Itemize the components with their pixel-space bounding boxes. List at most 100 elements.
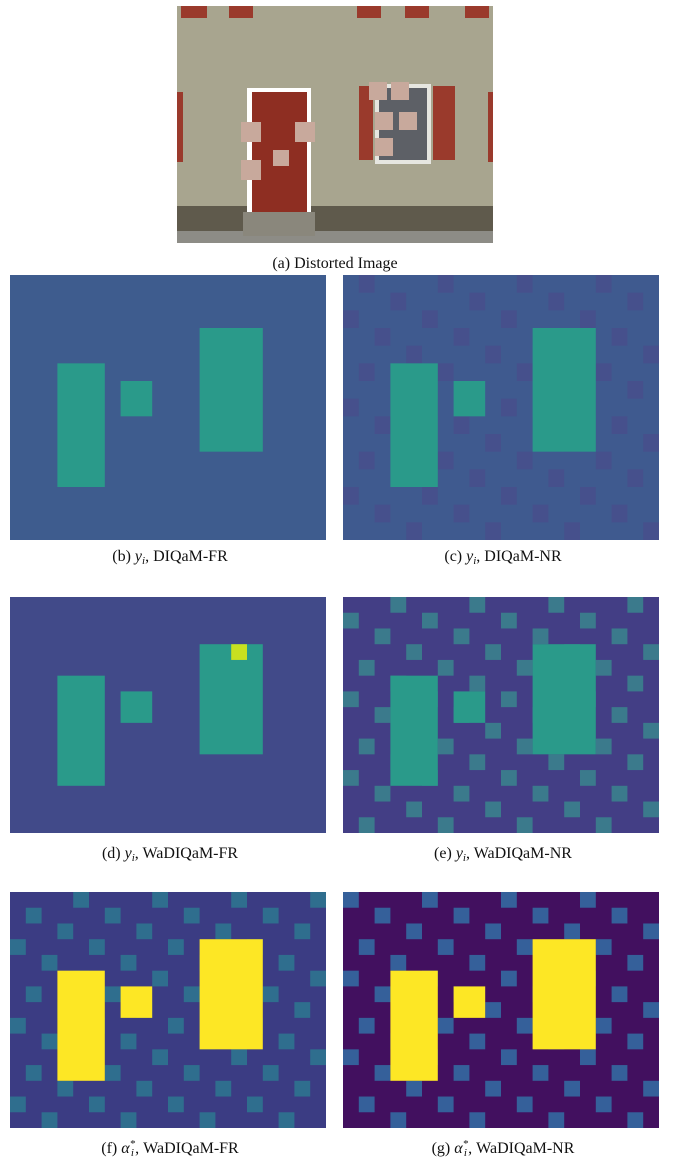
- heatmap-cell: [374, 707, 391, 723]
- heatmap: [343, 597, 659, 833]
- heatmap-cell: [310, 892, 326, 908]
- heatmap-cell: [516, 1017, 533, 1034]
- heatmap-cell: [294, 923, 311, 940]
- heatmap-cell: [485, 345, 501, 364]
- heatmap-cell: [580, 487, 596, 505]
- heatmap-cell: [485, 801, 501, 818]
- heatmap-cell: [501, 691, 517, 708]
- heatmap-blob: [390, 675, 438, 786]
- heatmap-cell: [643, 345, 659, 364]
- heatmap-cell: [374, 986, 391, 1003]
- heatmap-cell: [532, 628, 549, 645]
- heatmap-cell: [643, 801, 659, 818]
- heatmap-blob: [453, 691, 486, 723]
- heatmap-cell: [501, 892, 517, 908]
- caption-symbol: y: [455, 845, 463, 862]
- heatmap-cell: [548, 597, 565, 613]
- heatmap-cell: [627, 292, 644, 311]
- heatmap-cell: [390, 954, 407, 971]
- caption: (b) y i, DIQaM-FR: [0, 548, 340, 567]
- heatmap-cell: [548, 1112, 565, 1128]
- caption-sub: i: [473, 555, 477, 568]
- heatmap-cell: [183, 986, 200, 1003]
- caption-symbol: α: [121, 1140, 130, 1157]
- caption: (e) y i, WaDIQaM-NR: [333, 845, 673, 865]
- heatmap-cell: [501, 1049, 517, 1066]
- heatmap-cell: [374, 785, 391, 802]
- heatmap-blob: [532, 644, 596, 755]
- heatmap-cell: [41, 1112, 58, 1128]
- heatmap-cell: [358, 275, 375, 293]
- heatmap-cell: [580, 310, 596, 328]
- heatmap-cell: [390, 597, 407, 613]
- caption-text: Distorted Image: [294, 255, 398, 272]
- heatmap-cell: [595, 1017, 612, 1034]
- heatmap-cell: [437, 738, 454, 755]
- heatmap-cell: [358, 738, 375, 755]
- caption-symbol: y: [124, 845, 132, 862]
- heatmap-cell: [183, 1065, 200, 1081]
- heatmap: [343, 892, 659, 1128]
- heatmap-cell: [627, 754, 644, 771]
- heatmap-cell: [25, 1065, 42, 1081]
- caption-scripts: i: [462, 845, 466, 865]
- heatmap-cell: [358, 1096, 375, 1113]
- caption-scripts: * i: [463, 1139, 469, 1160]
- heatmap-cell: [643, 722, 659, 739]
- caption-label: (e): [434, 845, 452, 862]
- heatmap-cell: [247, 1096, 263, 1113]
- heatmap-cell: [501, 398, 517, 417]
- heatmap-cell: [501, 612, 517, 629]
- heatmap-cell: [643, 1080, 659, 1097]
- heatmap-cell: [231, 1049, 247, 1066]
- heatmap-cell: [485, 1002, 501, 1018]
- heatmap-cell: [358, 817, 375, 833]
- heatmap-blob: [390, 970, 438, 1081]
- heatmap-cell: [580, 1049, 596, 1066]
- heatmap-cell: [469, 292, 486, 311]
- heatmap-cell: [358, 659, 375, 676]
- heatmap-cell: [183, 907, 200, 924]
- heatmap-cell: [406, 522, 422, 540]
- heatmap-cell: [485, 522, 501, 540]
- heatmap-cell: [437, 1017, 454, 1034]
- caption-symbol: y: [134, 548, 143, 565]
- caption-sub: i: [462, 852, 466, 865]
- caption-label: (a): [272, 255, 291, 272]
- heatmap-cell: [343, 612, 359, 629]
- caption-sub: i: [463, 1147, 467, 1160]
- heatmap-cell: [25, 907, 42, 924]
- distorted-photo: [177, 6, 493, 243]
- heatmap-cell: [262, 907, 279, 924]
- heatmap-cell: [262, 1065, 279, 1081]
- heatmap-cell: [643, 1002, 659, 1018]
- caption: (c) y i, DIQaM-NR: [333, 548, 673, 568]
- heatmap-cell: [469, 597, 486, 613]
- caption-label: (f): [101, 1140, 118, 1157]
- heatmap-cell: [136, 923, 153, 940]
- heatmap-cell: [453, 628, 470, 645]
- heatmap-cell: [104, 1065, 121, 1081]
- heatmap-cell: [343, 310, 359, 328]
- heatmap-cell: [168, 1096, 184, 1113]
- caption-text: , WaDIQaM-FR: [134, 845, 239, 862]
- heatmap-cell: [104, 907, 121, 924]
- heatmap-blob: [57, 363, 105, 487]
- heatmap-cell: [453, 785, 470, 802]
- heatmap-cell: [595, 363, 612, 381]
- heatmap-cell: [278, 954, 295, 971]
- heatmap-cell: [437, 939, 454, 955]
- heatmap-cell: [168, 1017, 184, 1034]
- heatmap-cell: [469, 1112, 486, 1128]
- caption-text: , WaDIQaM-FR: [135, 1140, 239, 1157]
- heatmap-cell: [343, 487, 359, 505]
- heatmap-cell: [358, 451, 375, 470]
- heatmap-cell: [168, 939, 184, 955]
- heatmap-cell: [501, 770, 517, 786]
- heatmap-cell: [437, 363, 454, 381]
- caption-label: (d): [101, 845, 121, 862]
- caption-sup: *: [129, 1138, 136, 1151]
- heatmap-blob: [532, 328, 596, 452]
- heatmap-cell: [374, 504, 391, 523]
